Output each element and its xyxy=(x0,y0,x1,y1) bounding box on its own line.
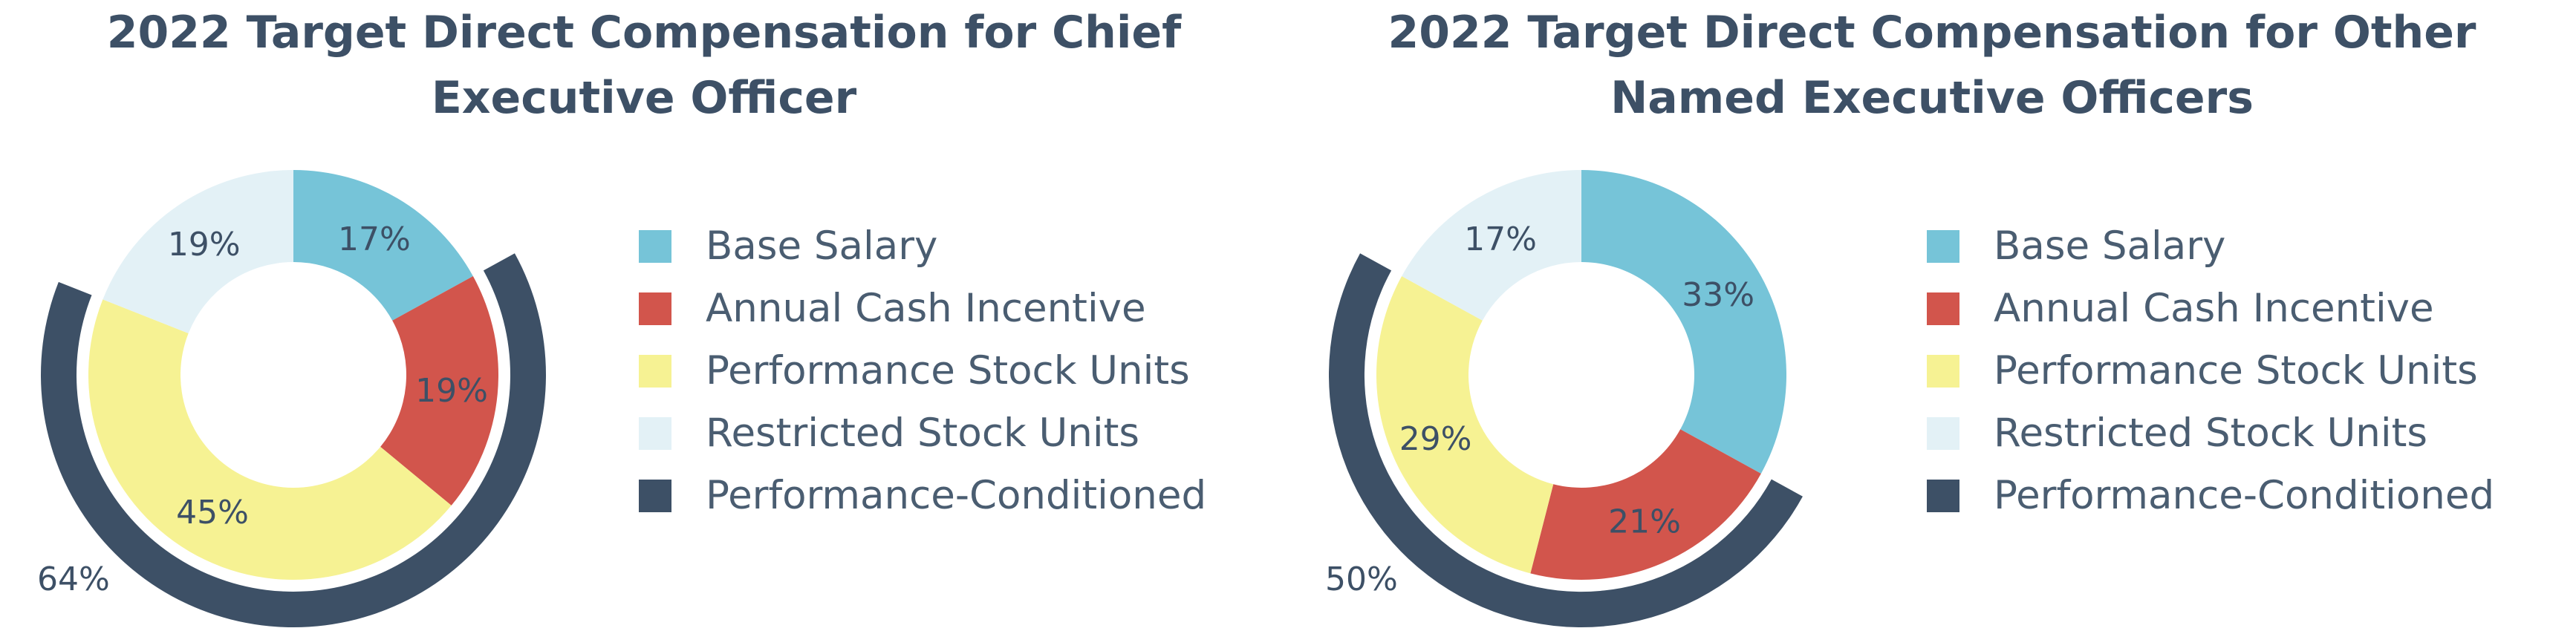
legend-label: Restricted Stock Units xyxy=(1994,411,2428,456)
chart-title: 2022 Target Direct Compensation for Chie… xyxy=(0,0,1288,131)
slice-label: 29% xyxy=(1399,420,1472,458)
slice-annual-cash-incentive xyxy=(1530,429,1761,581)
chart-title-line-1: 2022 Target Direct Compensation for Chie… xyxy=(106,7,1182,59)
legend-swatch-performance-conditioned xyxy=(639,480,671,512)
performance-conditioned-ring xyxy=(1329,253,1803,628)
legend-swatch-performance-stock-units xyxy=(1927,355,1959,388)
chart-title-line-1: 2022 Target Direct Compensation for Othe… xyxy=(1388,7,2476,59)
ceo-chart-panel: 2022 Target Direct Compensation for Chie… xyxy=(0,0,1288,628)
slice-restricted-stock-units xyxy=(1402,170,1581,321)
donut-chart: 33% 21% 29% 17% 50% xyxy=(1325,170,1803,628)
legend-swatch-restricted-stock-units xyxy=(1927,417,1959,450)
chart-title-line-2: Named Executive Officers xyxy=(1610,72,2254,124)
legend-label: Performance Stock Units xyxy=(1994,348,2478,393)
slice-label: 45% xyxy=(176,494,249,532)
legend-label: Performance Stock Units xyxy=(706,348,1190,393)
slice-performance-stock-units xyxy=(1376,276,1554,574)
legend-label: Restricted Stock Units xyxy=(706,411,1140,456)
chart-title-line-2: Executive Officer xyxy=(431,72,857,124)
performance-conditioned-ring xyxy=(40,253,547,628)
donut-chart: 17% 19% 45% 19% 64% xyxy=(37,170,547,628)
neo-chart-panel: 2022 Target Direct Compensation for Othe… xyxy=(1288,0,2576,631)
legend-label: Performance-Conditioned xyxy=(1994,473,2495,518)
slice-label: 17% xyxy=(338,220,411,258)
chart-title: 2022 Target Direct Compensation for Othe… xyxy=(1288,0,2576,131)
slice-label: 33% xyxy=(1682,276,1754,314)
slice-base-salary xyxy=(1581,170,1786,474)
performance-conditioned-label: 64% xyxy=(37,560,110,598)
legend-label: Annual Cash Incentive xyxy=(706,286,1146,331)
legend-swatch-base-salary xyxy=(1927,230,1959,263)
legend-label: Annual Cash Incentive xyxy=(1994,286,2434,331)
slice-label: 19% xyxy=(168,226,241,264)
slice-restricted-stock-units xyxy=(103,170,293,334)
performance-conditioned-label: 50% xyxy=(1325,560,1398,598)
slice-annual-cash-incentive xyxy=(380,276,499,506)
slice-performance-stock-units xyxy=(88,299,452,581)
legend-swatch-annual-cash-incentive xyxy=(639,292,671,325)
legend-swatch-annual-cash-incentive xyxy=(1927,292,1959,325)
slice-base-salary xyxy=(293,170,473,321)
legend-swatch-performance-stock-units xyxy=(639,355,671,388)
legend-label: Base Salary xyxy=(706,223,938,269)
slice-label: 17% xyxy=(1464,220,1537,258)
slice-label: 19% xyxy=(415,372,488,410)
slice-label: 21% xyxy=(1608,503,1681,540)
legend-swatch-base-salary xyxy=(639,230,671,263)
legend-label: Performance-Conditioned xyxy=(706,473,1207,518)
legend-swatch-performance-conditioned xyxy=(1927,480,1959,512)
legend-swatch-restricted-stock-units xyxy=(639,417,671,450)
legend-label: Base Salary xyxy=(1994,223,2226,269)
